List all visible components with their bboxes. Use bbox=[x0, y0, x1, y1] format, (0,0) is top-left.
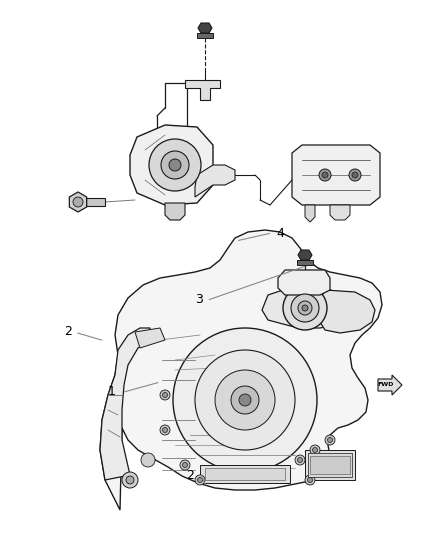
Circle shape bbox=[198, 478, 202, 482]
Bar bbox=[310, 456, 350, 474]
Polygon shape bbox=[135, 328, 165, 348]
Polygon shape bbox=[320, 290, 375, 333]
Circle shape bbox=[297, 457, 303, 463]
Circle shape bbox=[180, 460, 190, 470]
Bar bbox=[205, 468, 285, 480]
Polygon shape bbox=[292, 145, 380, 205]
Circle shape bbox=[215, 370, 275, 430]
Text: 2: 2 bbox=[64, 325, 72, 338]
Text: FWD: FWD bbox=[378, 383, 394, 387]
Polygon shape bbox=[262, 285, 340, 328]
Circle shape bbox=[169, 159, 181, 171]
Circle shape bbox=[322, 172, 328, 178]
Circle shape bbox=[239, 394, 251, 406]
Circle shape bbox=[328, 438, 332, 442]
Polygon shape bbox=[197, 33, 213, 38]
Circle shape bbox=[162, 427, 167, 432]
Bar bbox=[305, 450, 355, 480]
Circle shape bbox=[298, 301, 312, 315]
Polygon shape bbox=[198, 23, 212, 33]
Bar bbox=[200, 465, 290, 483]
Polygon shape bbox=[185, 80, 220, 100]
Circle shape bbox=[325, 435, 335, 445]
Circle shape bbox=[312, 448, 318, 453]
Circle shape bbox=[283, 286, 327, 330]
Polygon shape bbox=[100, 328, 150, 480]
Circle shape bbox=[161, 151, 189, 179]
Polygon shape bbox=[278, 270, 330, 295]
Polygon shape bbox=[298, 250, 312, 260]
Circle shape bbox=[195, 475, 205, 485]
Circle shape bbox=[302, 305, 308, 311]
Circle shape bbox=[122, 472, 138, 488]
Circle shape bbox=[173, 328, 317, 472]
Circle shape bbox=[307, 478, 312, 482]
Polygon shape bbox=[305, 205, 315, 222]
Text: 4: 4 bbox=[276, 227, 284, 240]
Bar bbox=[308, 453, 352, 477]
Circle shape bbox=[160, 425, 170, 435]
Circle shape bbox=[305, 475, 315, 485]
Polygon shape bbox=[297, 260, 313, 265]
Circle shape bbox=[319, 169, 331, 181]
Polygon shape bbox=[130, 125, 213, 205]
Circle shape bbox=[231, 386, 259, 414]
Circle shape bbox=[160, 390, 170, 400]
Circle shape bbox=[310, 445, 320, 455]
Polygon shape bbox=[100, 230, 382, 510]
Circle shape bbox=[162, 392, 167, 398]
Polygon shape bbox=[195, 165, 235, 197]
Text: 3: 3 bbox=[195, 293, 203, 306]
Polygon shape bbox=[165, 203, 185, 220]
Circle shape bbox=[141, 453, 155, 467]
Circle shape bbox=[352, 172, 358, 178]
Circle shape bbox=[183, 463, 187, 467]
Text: 2: 2 bbox=[187, 469, 194, 482]
Circle shape bbox=[291, 294, 319, 322]
Text: 1: 1 bbox=[108, 385, 116, 398]
Circle shape bbox=[149, 139, 201, 191]
Circle shape bbox=[295, 455, 305, 465]
Polygon shape bbox=[69, 192, 87, 212]
Circle shape bbox=[126, 476, 134, 484]
Polygon shape bbox=[330, 205, 350, 220]
Circle shape bbox=[349, 169, 361, 181]
Polygon shape bbox=[86, 198, 105, 206]
Circle shape bbox=[195, 350, 295, 450]
Circle shape bbox=[73, 197, 83, 207]
Polygon shape bbox=[378, 375, 402, 395]
